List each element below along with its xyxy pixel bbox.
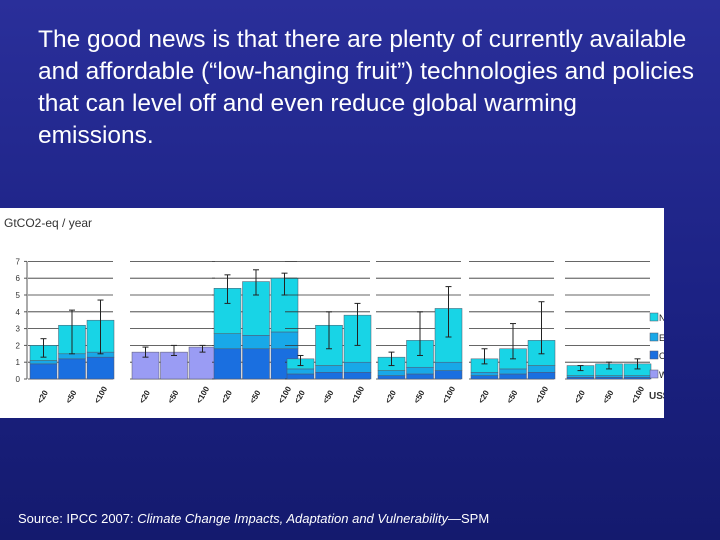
bar-segment-eit — [58, 353, 86, 360]
bar-segment-oecd — [29, 363, 58, 380]
bar-segment-eit — [566, 375, 595, 378]
legend-label: Non-OECD — [659, 313, 664, 323]
x-tick-label: <50 — [505, 388, 520, 405]
x-tick-label: <100 — [349, 384, 366, 405]
x-tick-label: <20 — [292, 388, 307, 405]
x-tick-label: <20 — [35, 388, 50, 405]
legend-label: OECD — [659, 351, 664, 361]
bar-segment-oecd — [595, 377, 623, 380]
bar-segment-oecd — [527, 372, 556, 380]
bar-segment-oecd — [343, 372, 372, 380]
x-tick-label: <100 — [533, 384, 550, 405]
bar-segment-eit — [499, 368, 527, 375]
bar-segment-oecd — [377, 375, 406, 380]
bar-segment-eit — [623, 375, 652, 378]
y-tick-label: 7 — [16, 257, 21, 266]
bar-segment-eit — [270, 331, 299, 350]
x-tick-label: <100 — [440, 384, 457, 405]
bar-segment-eit — [434, 361, 463, 371]
bar-segment-eit — [213, 333, 242, 350]
bar-segment-oecd — [286, 373, 315, 380]
bar-segment-oecd — [315, 372, 343, 380]
x-tick-label: <100 — [629, 384, 646, 405]
y-tick-label: 0 — [16, 375, 21, 384]
bar-segment-oecd — [58, 358, 86, 380]
bar-segment-eit — [242, 335, 270, 350]
bar-segment-oecd — [86, 356, 115, 380]
source-suffix: —SPM — [447, 511, 490, 526]
y-tick-label: 5 — [16, 291, 21, 300]
bar-segment-eit — [527, 365, 556, 373]
bar-segment-eit — [343, 361, 372, 373]
bar-segment-oecd — [242, 348, 270, 380]
legend-swatch-oecd — [649, 350, 659, 360]
bar-segment-eit — [406, 366, 434, 375]
bar-segment-oecd — [566, 377, 595, 380]
bar-segment-eit — [470, 372, 499, 376]
source-prefix: Source: IPCC 2007: — [18, 511, 138, 526]
bar-segment-oecd — [623, 377, 652, 380]
bar-segment-oecd — [434, 370, 463, 380]
y-tick-label: 6 — [16, 274, 21, 283]
bar-segment-eit — [29, 360, 58, 365]
y-tick-label: 4 — [16, 308, 21, 317]
x-tick-label: <20 — [383, 388, 398, 405]
y-axis-label: GtCO2-eq / year — [4, 216, 92, 230]
slide-title: The good news is that there are plenty o… — [38, 26, 694, 149]
chart-panel: GtCO2-eq / year 0 1 2 3 4 5 6 7 <20 <50 <100 <20 <50 <… — [0, 208, 664, 418]
legend-swatch-eit — [649, 332, 659, 342]
x-tick-label: <50 — [321, 388, 336, 405]
bar-segment-oecd — [470, 375, 499, 380]
y-tick-label: 3 — [16, 325, 21, 334]
bar-segment-oecd — [406, 373, 434, 380]
x-tick-label: <50 — [601, 388, 616, 405]
legend-swatch-non-oecd — [649, 312, 659, 322]
x-tick-label: <20 — [137, 388, 152, 405]
x-tick-label: <20 — [219, 388, 234, 405]
bar-segment-eit — [595, 375, 623, 378]
bar-segment-oecd — [499, 373, 527, 380]
legend-label: EIT — [659, 333, 664, 343]
x-tick-label: <20 — [572, 388, 587, 405]
bar-segment-eit — [377, 370, 406, 376]
y-tick-label: 2 — [16, 341, 21, 350]
bar-segment-eit — [315, 365, 343, 373]
legend-swatch-world — [649, 369, 659, 379]
x-tick-label: <50 — [412, 388, 427, 405]
x-tick-label: <50 — [166, 388, 181, 405]
x-tick-label: <50 — [64, 388, 79, 405]
bar-segment-oecd — [213, 348, 242, 380]
source-title: Climate Change Impacts, Adaptation and V… — [137, 511, 448, 526]
x-tick-label: <100 — [276, 384, 293, 405]
legend-label: World — [659, 370, 664, 380]
source-citation: Source: IPCC 2007: Climate Change Impact… — [18, 511, 489, 526]
x-axis-label: US$/tCO2-eq — [649, 391, 664, 402]
x-tick-label: <100 — [92, 384, 109, 405]
bar-segment-eit — [286, 368, 315, 375]
x-tick-label: <20 — [476, 388, 491, 405]
x-tick-label: <100 — [194, 384, 211, 405]
y-tick-label: 1 — [16, 358, 21, 367]
bar-segment-world — [160, 351, 188, 380]
x-tick-label: <50 — [248, 388, 263, 405]
